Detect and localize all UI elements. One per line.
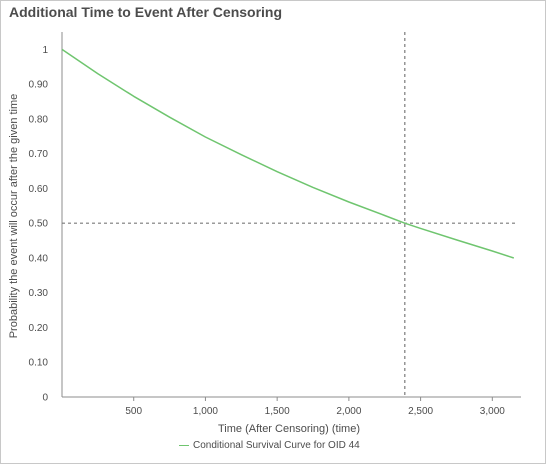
y-tick-label: 0.60 [29,184,49,195]
x-tick-label: 3,000 [480,406,505,417]
reference-lines [62,32,515,397]
axes [61,32,521,398]
ticks: 500 1,000 1,500 2,000 2,500 3,000 0 0.10 0.20 0.3… [29,45,506,417]
y-tick-label: 0.50 [29,219,49,230]
legend-swatch [179,445,189,446]
x-tick-label: 1,500 [265,406,290,417]
x-tick-label: 2,500 [408,406,433,417]
y-tick-label: 0.70 [29,149,49,160]
x-tick-label: 500 [125,406,142,417]
y-tick-label: 0.10 [29,358,49,369]
y-tick-label: 1 [42,45,48,56]
legend[interactable]: Conditional Survival Curve for OID 44 [179,440,360,451]
x-tick-label: 2,000 [336,406,361,417]
y-tick-label: 0.80 [29,114,49,125]
x-tick-label: 1,000 [193,406,218,417]
chart-title: Additional Time to Event After Censoring [9,4,283,20]
y-tick-label: 0.40 [29,253,49,264]
series-layer [61,48,515,259]
legend-label: Conditional Survival Curve for OID 44 [193,440,360,451]
y-tick-label: 0.20 [29,323,49,334]
x-axis-label: Time (After Censoring) (time) [218,423,360,435]
y-tick-label: 0.90 [29,80,49,91]
survival-curve-line [61,48,515,259]
y-tick-label: 0 [42,393,48,404]
y-axis-label: Probability the event will occur after t… [8,94,20,339]
y-tick-label: 0.30 [29,288,49,299]
